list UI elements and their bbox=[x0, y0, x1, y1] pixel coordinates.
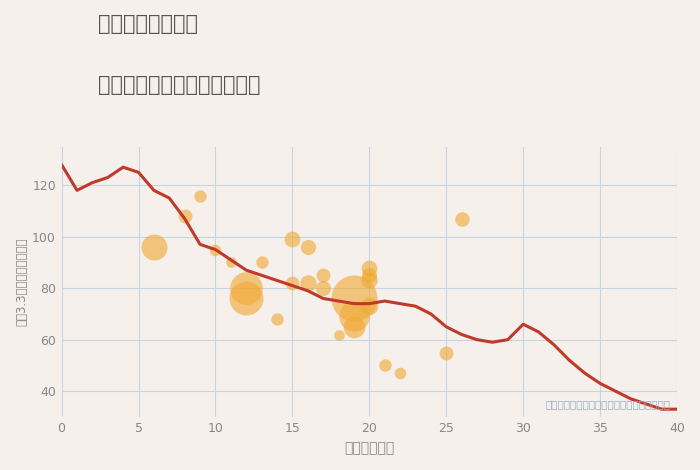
Point bbox=[441, 349, 452, 356]
Point bbox=[318, 272, 329, 279]
Point bbox=[272, 315, 283, 323]
Point bbox=[364, 272, 375, 279]
Point bbox=[349, 323, 360, 330]
Point bbox=[395, 369, 406, 377]
Point bbox=[148, 243, 160, 251]
Point bbox=[241, 284, 252, 292]
Point bbox=[256, 258, 267, 266]
Point bbox=[318, 284, 329, 292]
Point bbox=[364, 302, 375, 310]
Point bbox=[379, 361, 391, 369]
Point bbox=[225, 258, 237, 266]
Point bbox=[456, 215, 467, 222]
Point bbox=[210, 246, 221, 253]
Text: 円の大きさは、取引のあった物件面積を示す: 円の大きさは、取引のあった物件面積を示す bbox=[546, 399, 671, 409]
Point bbox=[287, 279, 298, 287]
Point bbox=[333, 331, 344, 338]
Point bbox=[349, 313, 360, 320]
Point bbox=[195, 192, 206, 199]
Point bbox=[179, 212, 190, 220]
X-axis label: 築年数（年）: 築年数（年） bbox=[344, 441, 395, 455]
Point bbox=[287, 235, 298, 243]
Y-axis label: 坪（3.3㎡）単価（万円）: 坪（3.3㎡）単価（万円） bbox=[15, 237, 28, 326]
Point bbox=[364, 277, 375, 284]
Text: 築年数別中古マンション価格: 築年数別中古マンション価格 bbox=[98, 75, 260, 95]
Text: 愛知県米野木駅の: 愛知県米野木駅の bbox=[98, 14, 198, 34]
Point bbox=[241, 295, 252, 302]
Point bbox=[302, 243, 314, 251]
Point bbox=[364, 264, 375, 271]
Point bbox=[302, 279, 314, 287]
Point bbox=[349, 295, 360, 302]
